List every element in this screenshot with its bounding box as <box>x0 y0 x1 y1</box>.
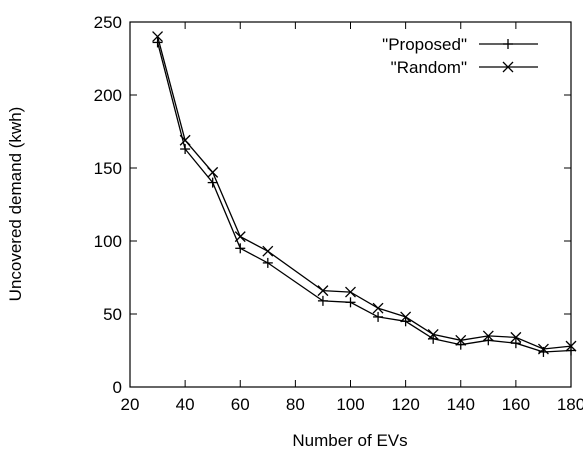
random-data-point <box>345 286 356 298</box>
proposed-data-point <box>483 335 494 346</box>
random-data-point <box>510 331 522 343</box>
y-axis-title: Uncovered demand (kwh) <box>6 107 25 302</box>
series-line-proposed <box>156 42 572 353</box>
proposed-data-point <box>345 297 356 308</box>
series-line-random <box>156 36 572 350</box>
proposed-data-point <box>510 338 521 349</box>
x-axis-ticks: 20 40 60 80 100 120 140 160 180 <box>121 22 583 414</box>
random-data-point <box>262 245 274 257</box>
random-data-point <box>537 343 549 355</box>
proposed-data-point <box>400 316 411 327</box>
proposed-data-point <box>207 177 218 188</box>
y-axis-ticks: 0 50 100 150 200 250 <box>94 13 571 397</box>
random-data-point <box>482 330 494 342</box>
legend-marker-random <box>502 61 514 73</box>
random-data-point <box>179 134 191 146</box>
y-tick-label: 0 <box>113 378 122 397</box>
random-data-point <box>207 166 219 178</box>
y-tick-label: 150 <box>94 159 122 178</box>
plot-frame <box>129 21 572 388</box>
x-tick-label: 60 <box>231 395 250 414</box>
random-data-point <box>400 311 412 323</box>
proposed-data-point <box>455 339 466 350</box>
y-tick-label: 100 <box>94 232 122 251</box>
x-tick-label: 120 <box>391 395 419 414</box>
proposed-data-point <box>262 257 273 268</box>
proposed-data-point <box>180 144 191 155</box>
x-tick-label: 160 <box>502 395 530 414</box>
random-data-point <box>317 285 329 297</box>
series-layer <box>152 31 577 357</box>
x-axis-title: Number of EVs <box>292 431 407 450</box>
random-data-point <box>152 31 164 43</box>
random-data-point <box>427 328 439 340</box>
random-data-point <box>234 231 246 243</box>
proposed-data-point <box>152 37 163 48</box>
random-data-point <box>372 302 384 314</box>
proposed-data-point <box>428 333 439 344</box>
y-tick-label: 250 <box>94 13 122 32</box>
x-tick-label: 100 <box>336 395 364 414</box>
y-tick-label: 50 <box>103 305 122 324</box>
x-tick-label: 40 <box>176 395 195 414</box>
legend-label-random: "Random" <box>391 58 467 77</box>
x-tick-label: 140 <box>447 395 475 414</box>
x-tick-label: 20 <box>121 395 140 414</box>
proposed-data-point <box>317 295 328 306</box>
proposed-data-point <box>235 243 246 254</box>
random-data-point <box>455 334 467 346</box>
legend-label-proposed: "Proposed" <box>382 35 467 54</box>
proposed-data-point <box>373 311 384 322</box>
y-tick-label: 200 <box>94 86 122 105</box>
legend-marker-proposed <box>503 39 513 49</box>
x-tick-label: 180 <box>557 395 583 414</box>
legend: "Proposed" "Random" <box>382 35 538 77</box>
x-tick-label: 80 <box>286 395 305 414</box>
